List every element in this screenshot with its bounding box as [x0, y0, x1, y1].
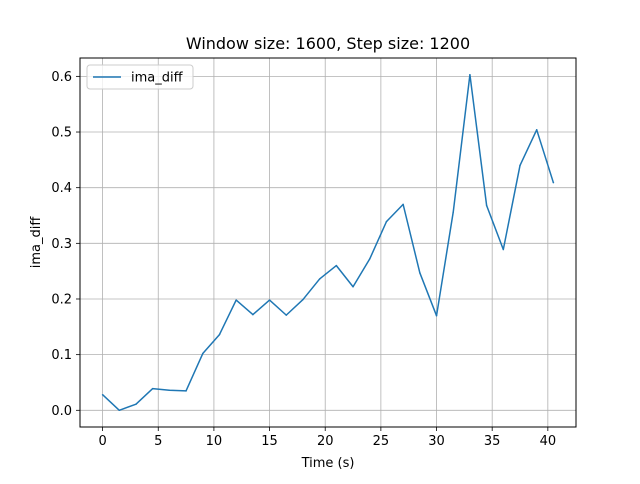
data-point [452, 211, 454, 213]
data-point [252, 313, 254, 316]
data-point [352, 285, 354, 288]
data-point [302, 298, 304, 301]
data-point [318, 278, 321, 280]
data-point [368, 258, 371, 260]
data-point [402, 203, 404, 206]
x-tick-label: 5 [154, 434, 162, 449]
y-tick-label: 0.2 [51, 292, 72, 307]
y-tick-label: 0.3 [51, 237, 72, 252]
x-tick-label: 25 [373, 434, 390, 449]
x-tick-label: 0 [98, 434, 106, 449]
data-point [235, 299, 237, 301]
data-point [385, 220, 388, 223]
x-tick-label: 20 [317, 434, 334, 449]
x-axis-label: Time (s) [301, 456, 355, 471]
data-point [502, 248, 505, 251]
data-point [552, 181, 555, 184]
plot-frame [79, 57, 577, 428]
x-tick-label: 35 [484, 434, 501, 449]
data-point [419, 272, 421, 274]
ticks: 0 5 10 15 20 25 30 35 40 0.0 0.1 0.2 0.3 0.4 0.5 0.6 [51, 70, 556, 449]
data-point [185, 390, 187, 392]
data-point [218, 333, 221, 336]
y-tick-label: 0.5 [51, 126, 72, 141]
legend: ima_diff [86, 64, 194, 90]
x-tick-label: 30 [428, 434, 445, 449]
x-tick-label: 10 [206, 434, 223, 449]
data-point [118, 409, 121, 412]
y-tick-label: 0.1 [51, 348, 72, 363]
x-tick-label: 15 [261, 434, 278, 449]
data-point [202, 352, 204, 355]
y-axis-label: ima_diff [29, 216, 44, 269]
data-point [151, 387, 154, 390]
data-point [135, 403, 137, 405]
y-tick-label: 0.0 [51, 404, 72, 419]
data-point [285, 314, 288, 316]
series-layer [101, 73, 555, 412]
data-point [519, 164, 521, 167]
y-tick-label: 0.4 [51, 181, 72, 196]
legend-label: ima_diff [131, 71, 184, 86]
y-tick-label: 0.6 [51, 70, 72, 85]
data-point [469, 73, 471, 76]
grid [80, 58, 576, 427]
data-point [335, 264, 338, 267]
data-point [268, 299, 271, 301]
legend-box [86, 64, 194, 90]
x-tick-label: 40 [540, 434, 557, 449]
data-point [435, 314, 438, 317]
chart-title: Window size: 1600, Step size: 1200 [186, 34, 470, 53]
data-point [101, 393, 104, 396]
data-point [535, 129, 538, 131]
data-point [485, 204, 488, 207]
data-point [168, 389, 171, 392]
series-line-0 [102, 73, 555, 412]
